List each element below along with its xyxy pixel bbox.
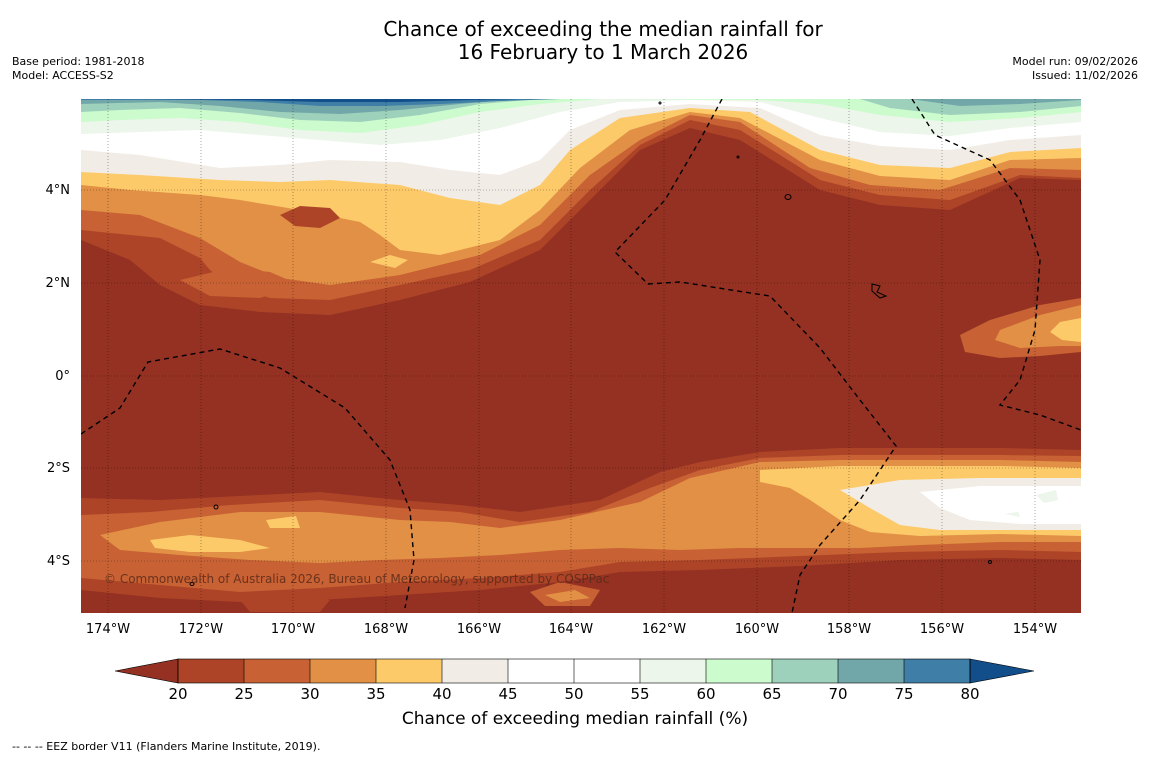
colorbar-tick: 35 xyxy=(366,685,386,703)
island-2 xyxy=(871,283,888,299)
model-run-text: Model run: 09/02/2026 xyxy=(1012,55,1138,68)
lon-tick-160w: 160°W xyxy=(734,622,780,637)
contour-south-60 xyxy=(1005,490,1058,517)
contour-south-40 xyxy=(150,466,1081,552)
eez-border-west xyxy=(81,348,415,609)
contour-south-patch-far-sw xyxy=(240,595,330,612)
contour-patch-n3 xyxy=(370,255,408,268)
lon-tick-158w: 158°W xyxy=(826,622,872,637)
colorbar-bin-55-60 xyxy=(640,659,706,683)
meta-right: Model run: 09/02/2026 Issued: 11/02/2026 xyxy=(1012,55,1138,83)
colorbar-tick: 50 xyxy=(564,685,584,703)
lat-tick-0: 0° xyxy=(55,369,70,384)
colorbar-low-arrow xyxy=(114,658,179,684)
colorbar-high-arrow xyxy=(969,658,1035,684)
colorbar-tick: 55 xyxy=(630,685,650,703)
lon-tick-156w: 156°W xyxy=(919,622,965,637)
colorbar-tick: 20 xyxy=(168,685,188,703)
lat-tick-2n: 2°N xyxy=(45,276,71,291)
colorbar-outline xyxy=(177,658,971,684)
colorbar-tick: 80 xyxy=(960,685,980,703)
lon-tick-166w: 166°W xyxy=(456,622,502,637)
lon-tick-154w: 154°W xyxy=(1012,622,1058,637)
base-period-text: Base period: 1981-2018 xyxy=(12,55,145,68)
colorbar-tick: 60 xyxy=(696,685,716,703)
title-line-2: 16 February to 1 March 2026 xyxy=(457,40,749,64)
lon-tick-172w: 172°W xyxy=(178,622,224,637)
contour-patch-n1 xyxy=(280,206,340,228)
island-1 xyxy=(784,194,792,200)
meta-left: Base period: 1981-2018 Model: ACCESS-S2 xyxy=(12,55,144,83)
colorbar-bin-60-65 xyxy=(706,659,772,683)
colorbar-bin-25-30 xyxy=(244,659,310,683)
eez-border-east xyxy=(911,99,1081,431)
colorbar-bin-50-55 xyxy=(574,659,640,683)
eez-footnote: -- -- -- EEZ border V11 (Flanders Marine… xyxy=(12,740,321,753)
colorbar-tick: 30 xyxy=(300,685,320,703)
colorbar-bin-45-50 xyxy=(508,659,574,683)
contour-north-80 xyxy=(150,99,520,102)
island-7 xyxy=(658,101,662,105)
colorbar-bin-40-45 xyxy=(442,659,508,683)
contour-south-patch-sw2 xyxy=(545,590,590,602)
colorbar-tick: 65 xyxy=(762,685,782,703)
colorbar-tick: 40 xyxy=(432,685,452,703)
lat-tick-4n: 4°N xyxy=(45,183,71,198)
colorbar-bin-30-35 xyxy=(310,659,376,683)
island-4 xyxy=(189,582,195,586)
lat-tick-4s: 4°S xyxy=(46,554,70,569)
copyright-notice: © Commonwealth of Australia 2026, Bureau… xyxy=(104,572,610,586)
colorbar-bin-35-40 xyxy=(376,659,442,683)
lon-tick-164w: 164°W xyxy=(548,622,594,637)
colorbar-bin-70-75 xyxy=(838,659,904,683)
colorbar xyxy=(114,658,1035,684)
colorbar-bin-65-70 xyxy=(772,659,838,683)
lon-tick-170w: 170°W xyxy=(270,622,316,637)
issued-text: Issued: 11/02/2026 xyxy=(1031,69,1138,82)
colorbar-label: Chance of exceeding median rainfall (%) xyxy=(401,709,749,729)
island-3 xyxy=(213,504,219,510)
model-text: Model: ACCESS-S2 xyxy=(12,69,114,82)
title-line-1: Chance of exceeding the median rainfall … xyxy=(383,17,823,41)
contour-east-40 xyxy=(1050,318,1081,342)
island-6 xyxy=(736,155,740,159)
colorbar-tick: 45 xyxy=(498,685,518,703)
lon-tick-168w: 168°W xyxy=(363,622,409,637)
island-5 xyxy=(988,560,992,564)
lon-tick-162w: 162°W xyxy=(641,622,687,637)
eez-borders xyxy=(81,99,1081,613)
colorbar-tick: 75 xyxy=(894,685,914,703)
colorbar-tick: 70 xyxy=(828,685,848,703)
lon-tick-174w: 174°W xyxy=(85,622,131,637)
rainfall-map xyxy=(81,99,1081,613)
islands xyxy=(189,101,992,586)
colorbar-tick: 25 xyxy=(234,685,254,703)
chart-title: Chance of exceeding the median rainfall … xyxy=(275,18,931,64)
eez-border-central xyxy=(614,99,897,613)
lat-tick-2s: 2°S xyxy=(46,461,70,476)
colorbar-bin-75-80 xyxy=(904,659,970,683)
colorbar-bin-20-25 xyxy=(178,659,244,683)
